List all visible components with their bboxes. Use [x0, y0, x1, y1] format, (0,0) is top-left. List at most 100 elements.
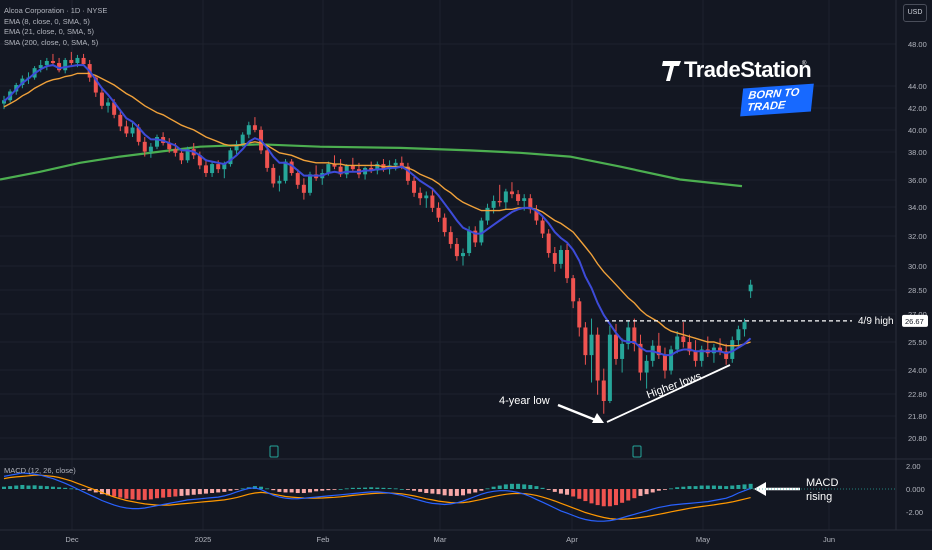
macd-legend: MACD (12, 26, close) [4, 466, 76, 475]
price-tick-label: 42.00 [908, 104, 927, 113]
macd-histogram-bar [461, 489, 465, 496]
candle-body [136, 127, 141, 142]
candle-body [546, 233, 551, 254]
macd-histogram-bar [32, 485, 37, 489]
macd-histogram-bar [558, 489, 563, 494]
candle-body [57, 63, 62, 71]
candle-body [644, 360, 649, 373]
candle-body [540, 220, 545, 234]
macd-histogram-bar [167, 489, 172, 498]
macd-histogram-bar [718, 485, 723, 489]
currency-button[interactable]: USD [903, 4, 927, 22]
macd-histogram-bar [650, 489, 655, 493]
candle-body [736, 329, 741, 341]
macd-histogram-bar [375, 487, 380, 489]
macd-histogram-bar [589, 489, 594, 504]
candle-body [516, 194, 521, 201]
macd-histogram-bar [289, 489, 294, 493]
candle-body [412, 180, 417, 193]
macd-histogram-bar [228, 489, 233, 491]
price-tick-label: 22.80 [908, 390, 927, 399]
candle-body [552, 253, 557, 264]
macd-histogram-bar [662, 489, 667, 490]
macd-histogram-bar [99, 489, 104, 495]
candle-body [375, 164, 380, 171]
annotation-macd: MACD [806, 477, 839, 489]
candle-body [203, 165, 208, 174]
earnings-marker [269, 445, 279, 458]
price-tick-label: 20.80 [908, 434, 927, 443]
candle-body [38, 65, 43, 69]
macd-histogram-bar [399, 489, 404, 490]
price-tick-label: 21.80 [908, 412, 927, 421]
candle-body [69, 59, 74, 64]
candle-body [44, 60, 49, 66]
candle-body [687, 342, 692, 352]
candle-body [332, 164, 337, 167]
sma200-line [0, 143, 743, 188]
candle-body [210, 164, 215, 174]
macd-histogram-bar [81, 489, 86, 490]
time-tick-label: Dec [65, 535, 79, 544]
chart-legend: Alcoa Corporation · 1D · NYSE EMA (8, cl… [4, 6, 107, 48]
candle-body [252, 125, 257, 130]
macd-histogram-bar [50, 486, 55, 489]
candle-body [626, 327, 631, 344]
price-tick-label: 25.50 [908, 338, 927, 347]
macd-histogram-bar [546, 489, 551, 490]
candle-body [118, 114, 123, 127]
macd-histogram-bar [540, 487, 545, 489]
candle-body [216, 164, 221, 170]
candle-body [148, 146, 153, 152]
candle-body [326, 164, 331, 174]
candle-body [301, 184, 306, 193]
candle-body [112, 102, 117, 115]
candle-body [577, 301, 582, 328]
macd-histogram-bar [497, 485, 502, 489]
macd-histogram-bar [87, 489, 92, 491]
arrow-head-4-year-low [592, 413, 604, 423]
macd-histogram-bar [393, 488, 398, 490]
tradestation-logo: TradeStation ® BORN TO TRADE [662, 57, 814, 117]
macd-histogram-bar [179, 489, 184, 496]
macd-histogram-bar [148, 489, 153, 500]
macd-histogram-bar [344, 488, 349, 490]
macd-histogram-bar [711, 485, 716, 489]
candle-body [485, 207, 490, 221]
candle-body [185, 149, 190, 161]
candle-body [534, 209, 539, 221]
macd-histogram-bar [448, 489, 453, 496]
macd-histogram-bar [454, 489, 459, 496]
macd-histogram-bar [130, 489, 135, 500]
macd-histogram-bar [203, 489, 208, 494]
macd-histogram-bar [528, 484, 533, 489]
macd-histogram-bar [620, 489, 625, 503]
macd-histogram-bar [736, 484, 741, 489]
candle-body [589, 334, 594, 356]
candle-body [197, 155, 202, 166]
price-tick-label: 32.00 [908, 232, 927, 241]
time-tick-label: Apr [566, 535, 578, 544]
macd-histogram-bar [534, 486, 539, 489]
price-label-text: 26.67 [905, 317, 924, 326]
macd-histogram-bar [112, 489, 117, 497]
macd-histogram-bar [283, 489, 288, 493]
annotation-4-year-low: 4-year low [499, 395, 550, 407]
candle-body [681, 336, 686, 343]
macd-histogram-bar [234, 489, 239, 490]
candle-body [2, 100, 6, 104]
macd-histogram-bar [418, 489, 423, 492]
candle-body [240, 134, 245, 145]
candle-body [271, 167, 276, 184]
macd-histogram-bar [155, 489, 159, 499]
candle-body [662, 355, 667, 371]
candle-body [473, 230, 478, 243]
ema8-line [3, 64, 752, 357]
candle-body [295, 173, 300, 185]
macd-histogram-bar [424, 489, 429, 494]
macd-histogram-bar [356, 487, 361, 489]
macd-histogram-bar [595, 489, 600, 506]
candle-body [277, 180, 282, 184]
macd-histogram-bar [363, 487, 368, 489]
